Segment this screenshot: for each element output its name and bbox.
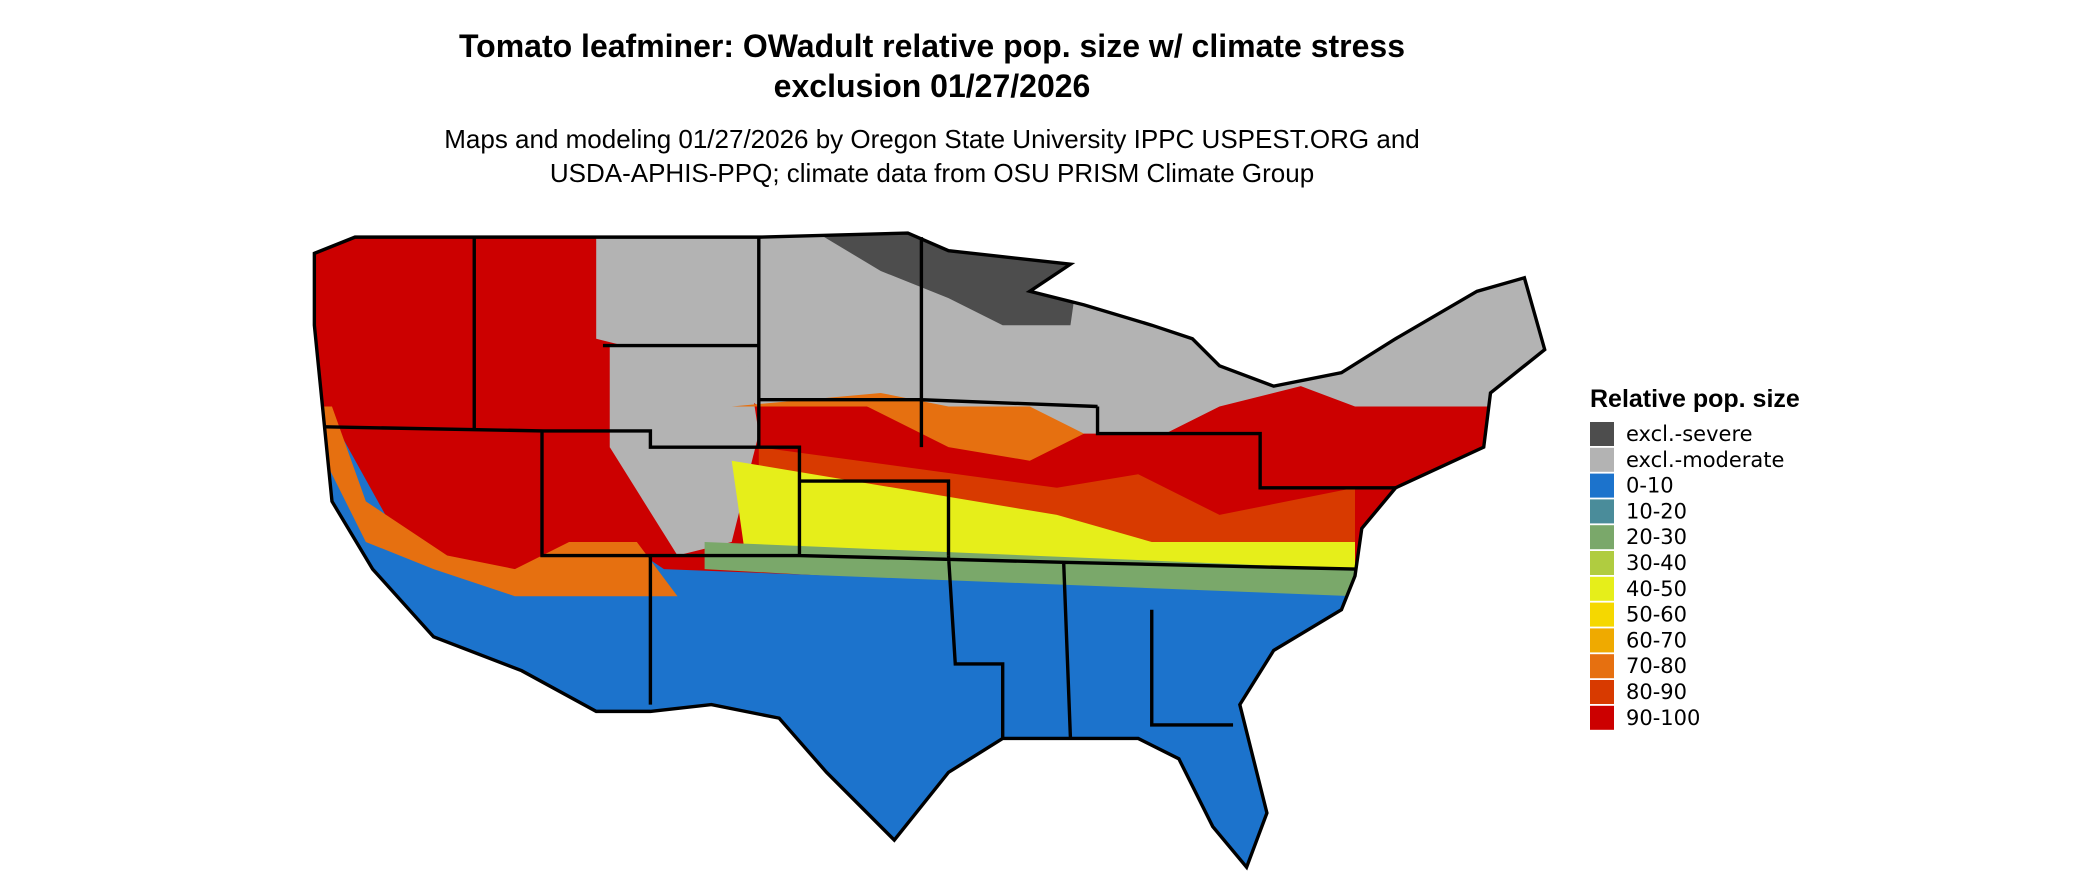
legend-swatch — [1590, 499, 1614, 524]
legend-swatch — [1590, 680, 1614, 704]
legend-swatch — [1590, 654, 1614, 679]
title-line: exclusion 01/27/2026 — [774, 68, 1091, 104]
legend: excl.-severeexcl.-moderate0-1010-2020-30… — [1590, 422, 1784, 730]
legend-label: 80-90 — [1626, 680, 1687, 704]
us-map — [312, 231, 1547, 871]
legend-label: 30-40 — [1626, 551, 1687, 575]
legend-swatch — [1590, 628, 1614, 653]
legend-swatch — [1590, 705, 1614, 730]
legend-title: Relative pop. size — [1590, 385, 1800, 413]
subtitle-line: Maps and modeling 01/27/2026 by Oregon S… — [444, 124, 1420, 154]
legend-label: 20-30 — [1626, 525, 1687, 549]
legend-label: excl.-severe — [1626, 422, 1753, 446]
legend-label: 40-50 — [1626, 577, 1687, 601]
legend-label: 60-70 — [1626, 628, 1687, 652]
legend-swatch — [1590, 576, 1614, 601]
legend-swatch — [1590, 447, 1614, 472]
legend-swatch — [1590, 422, 1614, 446]
legend-label: excl.-moderate — [1626, 448, 1784, 472]
title-line: Tomato leafminer: OWadult relative pop. … — [459, 28, 1405, 64]
legend-swatch — [1590, 525, 1614, 550]
legend-label: 90-100 — [1626, 706, 1700, 730]
legend-label: 0-10 — [1626, 474, 1674, 498]
legend-label: 70-80 — [1626, 654, 1687, 678]
legend-swatch — [1590, 551, 1614, 575]
legend-swatch — [1590, 473, 1614, 498]
legend-label: 50-60 — [1626, 603, 1687, 627]
legend-label: 10-20 — [1626, 499, 1687, 523]
subtitle-line: USDA-APHIS-PPQ; climate data from OSU PR… — [550, 158, 1314, 188]
legend-swatch — [1590, 602, 1614, 627]
